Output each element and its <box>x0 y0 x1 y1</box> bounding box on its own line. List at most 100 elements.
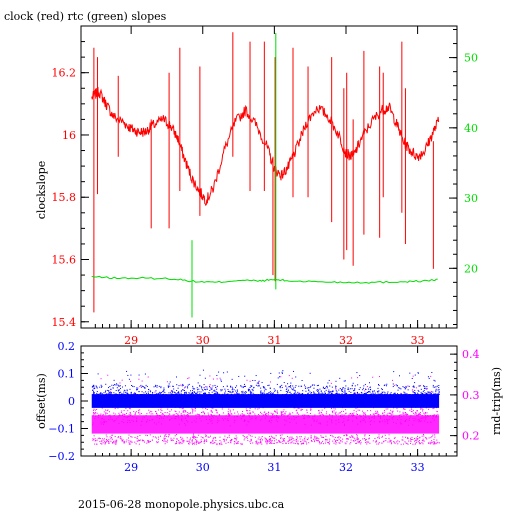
offset-point <box>435 392 437 394</box>
round-trip-point <box>358 442 360 444</box>
offset-point <box>214 393 216 395</box>
round-trip-outlier <box>318 409 320 411</box>
offset-point <box>308 390 310 392</box>
offset-point <box>381 392 383 394</box>
offset-point <box>229 392 231 394</box>
offset-point <box>321 394 323 396</box>
round-trip-outlier <box>391 379 393 381</box>
round-trip-outlier <box>431 391 433 393</box>
offset-point <box>381 389 383 391</box>
round-trip-point <box>338 419 340 421</box>
round-trip-outlier <box>167 408 169 410</box>
offset-point <box>200 391 202 393</box>
round-trip-outlier <box>154 391 156 393</box>
round-trip-point <box>165 441 167 443</box>
round-trip-point <box>421 439 423 441</box>
round-trip-point <box>301 409 303 411</box>
round-trip-outlier <box>159 415 161 417</box>
round-trip-point <box>295 410 297 412</box>
round-trip-point <box>193 437 195 439</box>
round-trip-point <box>153 422 155 424</box>
round-trip-point <box>136 437 138 439</box>
round-trip-point <box>257 441 259 443</box>
round-trip-point <box>354 438 356 440</box>
round-trip-point <box>410 437 412 439</box>
round-trip-point <box>227 420 229 422</box>
offset-point <box>171 390 173 392</box>
round-trip-point <box>139 409 141 411</box>
round-trip-point <box>363 419 365 421</box>
offset-point <box>121 394 123 396</box>
round-trip-point <box>156 442 158 444</box>
round-trip-point <box>164 412 166 414</box>
round-trip-point <box>422 417 424 419</box>
round-trip-point <box>198 415 200 417</box>
round-trip-outlier <box>373 415 375 417</box>
round-trip-point <box>176 438 178 440</box>
offset-point <box>260 394 262 396</box>
offset-point <box>262 386 264 388</box>
offset-point <box>214 389 216 391</box>
offset-point <box>105 390 107 392</box>
round-trip-point <box>432 434 434 436</box>
round-trip-point <box>272 415 274 417</box>
round-trip-point <box>405 420 407 422</box>
offset-outlier <box>124 385 126 387</box>
offset-point <box>414 389 416 391</box>
round-trip-point <box>166 412 168 414</box>
round-trip-point <box>209 416 211 418</box>
round-trip-point <box>343 424 345 426</box>
round-trip-point <box>186 437 188 439</box>
offset-point <box>425 394 427 396</box>
offset-point <box>384 393 386 395</box>
offset-point <box>241 393 243 395</box>
offset-point <box>383 391 385 393</box>
round-trip-point <box>338 421 340 423</box>
offset-point <box>409 394 411 396</box>
round-trip-outlier <box>321 409 323 411</box>
offset-point <box>316 393 318 395</box>
offset-outlier <box>181 385 183 387</box>
round-trip-outlier <box>110 391 112 393</box>
offset-point <box>161 391 163 393</box>
offset-point <box>177 392 179 394</box>
round-trip-point <box>134 412 136 414</box>
round-trip-point <box>200 412 202 414</box>
offset-outlier <box>368 382 370 384</box>
offset-point <box>152 392 154 394</box>
round-trip-outlier <box>202 415 204 417</box>
offset-point <box>298 393 300 395</box>
round-trip-point <box>283 409 285 411</box>
round-trip-point <box>350 436 352 438</box>
offset-point <box>301 393 303 395</box>
offset-outlier <box>316 385 318 387</box>
round-trip-point <box>361 419 363 421</box>
round-trip-point <box>398 441 400 443</box>
round-trip-outlier <box>215 409 217 411</box>
offset-point <box>294 394 296 396</box>
offset-point <box>420 391 422 393</box>
offset-point <box>305 390 307 392</box>
round-trip-point <box>192 436 194 438</box>
round-trip-point <box>412 439 414 441</box>
round-trip-point <box>290 442 292 444</box>
round-trip-point <box>265 441 267 443</box>
round-trip-point <box>257 414 259 416</box>
round-trip-outlier <box>392 410 394 412</box>
round-trip-point <box>405 436 407 438</box>
offset-point <box>344 393 346 395</box>
offset-point <box>155 394 157 396</box>
round-trip-point <box>215 437 217 439</box>
offset-point <box>373 394 375 396</box>
offset-point <box>103 392 105 394</box>
offset-point <box>277 391 279 393</box>
offset-point <box>101 385 103 387</box>
round-trip-point <box>225 442 227 444</box>
round-trip-point <box>99 441 101 443</box>
round-trip-point <box>250 438 252 440</box>
round-trip-outlier <box>339 415 341 417</box>
round-trip-outlier <box>330 382 332 384</box>
round-trip-point <box>129 408 131 410</box>
offset-point <box>272 392 274 394</box>
bottom-y2-tick-label: 0.3 <box>462 389 480 402</box>
